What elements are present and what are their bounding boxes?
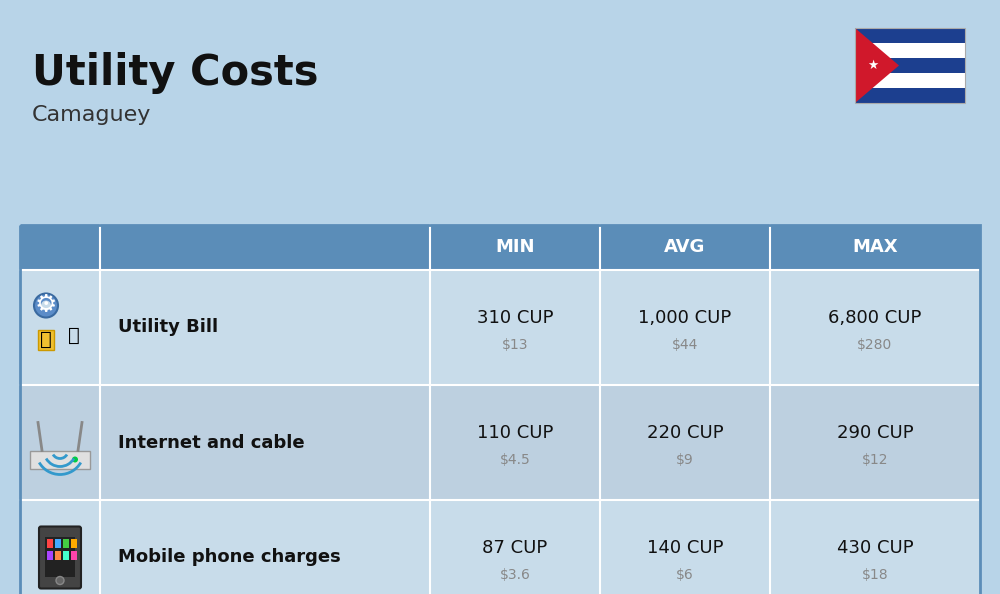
Bar	[55, 539, 61, 548]
Text: ⚙: ⚙	[35, 293, 57, 318]
Circle shape	[72, 457, 78, 463]
Text: 220 CUP: 220 CUP	[647, 424, 723, 443]
Text: Utility Bill: Utility Bill	[118, 318, 218, 336]
Bar	[55, 551, 61, 560]
Text: ★: ★	[867, 59, 878, 72]
Text: 💧: 💧	[68, 326, 80, 345]
Text: $6: $6	[676, 568, 694, 582]
Text: 430 CUP: 430 CUP	[837, 539, 913, 557]
Text: 290 CUP: 290 CUP	[837, 424, 913, 443]
Text: 110 CUP: 110 CUP	[477, 424, 553, 443]
Polygon shape	[855, 28, 899, 103]
Text: AVG: AVG	[664, 239, 706, 257]
Text: 6,800 CUP: 6,800 CUP	[828, 309, 922, 327]
Bar	[855, 28, 965, 43]
Bar	[45, 536, 75, 577]
Text: 1,000 CUP: 1,000 CUP	[638, 309, 732, 327]
Text: $44: $44	[672, 338, 698, 352]
Text: $9: $9	[676, 453, 694, 467]
Text: $3.6: $3.6	[500, 568, 530, 582]
Bar	[855, 58, 965, 73]
Text: 🔌: 🔌	[40, 330, 52, 349]
Bar	[38, 330, 54, 349]
Text: 310 CUP: 310 CUP	[477, 309, 553, 327]
Text: MAX: MAX	[852, 239, 898, 257]
Bar	[63, 539, 69, 548]
Text: $4.5: $4.5	[500, 453, 530, 467]
Circle shape	[34, 293, 58, 318]
Bar	[20, 225, 980, 270]
Bar	[855, 88, 965, 103]
Bar	[20, 385, 980, 500]
Bar	[47, 539, 53, 548]
Bar	[20, 225, 980, 594]
Text: 140 CUP: 140 CUP	[647, 539, 723, 557]
Text: $18: $18	[862, 568, 888, 582]
Text: Internet and cable: Internet and cable	[118, 434, 305, 451]
Bar	[71, 551, 77, 560]
Bar	[63, 551, 69, 560]
Text: $280: $280	[857, 338, 893, 352]
Text: Camaguey: Camaguey	[32, 105, 151, 125]
Bar	[20, 270, 980, 385]
Text: MIN: MIN	[495, 239, 535, 257]
Circle shape	[56, 577, 64, 584]
Circle shape	[41, 301, 51, 311]
Text: 87 CUP: 87 CUP	[482, 539, 548, 557]
Text: Utility Costs: Utility Costs	[32, 52, 318, 94]
Bar	[855, 43, 965, 58]
Bar	[855, 73, 965, 88]
Bar	[855, 28, 965, 103]
Text: Mobile phone charges: Mobile phone charges	[118, 548, 341, 567]
Bar	[47, 551, 53, 560]
FancyBboxPatch shape	[39, 526, 81, 589]
Bar	[20, 500, 980, 594]
Text: $13: $13	[502, 338, 528, 352]
Bar	[30, 450, 90, 469]
Bar	[71, 539, 77, 548]
Text: $12: $12	[862, 453, 888, 467]
